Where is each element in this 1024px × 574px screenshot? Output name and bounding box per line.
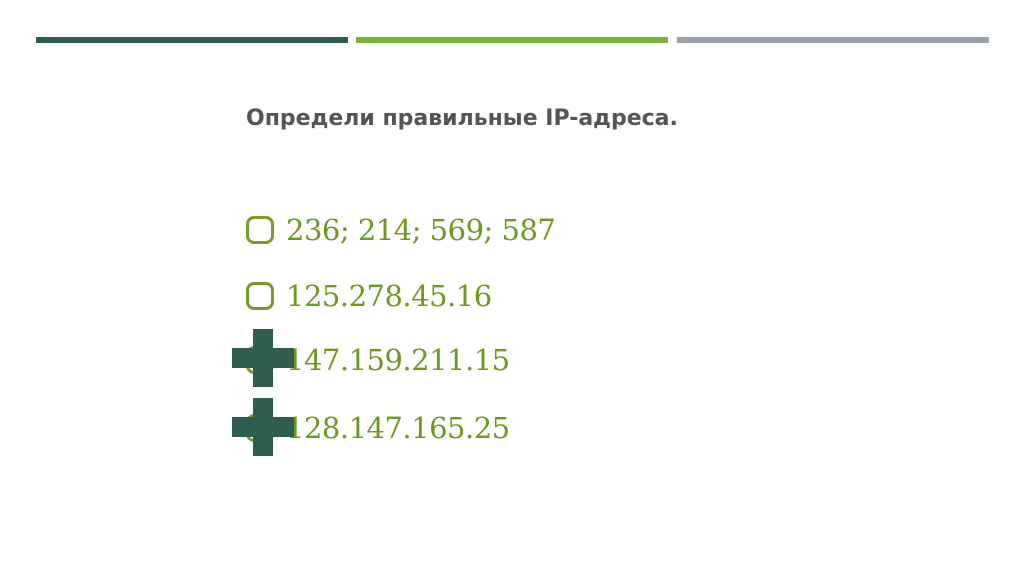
header-bar-gray xyxy=(677,37,989,43)
plus-icon xyxy=(232,398,294,456)
option-label: 128.147.165.25 xyxy=(286,411,510,445)
option-1[interactable]: 236; 214; 569; 587 xyxy=(246,210,556,250)
option-label: 125.278.45.16 xyxy=(286,279,492,313)
option-2[interactable]: 125.278.45.16 xyxy=(246,276,492,316)
plus-icon xyxy=(232,329,294,387)
question-title: Определи правильные IP-адреса. xyxy=(246,106,678,131)
checkbox[interactable] xyxy=(246,216,274,244)
option-label: 236; 214; 569; 587 xyxy=(286,213,556,247)
header-bar-dark xyxy=(36,37,348,43)
header-bar-green xyxy=(356,37,668,43)
checkbox[interactable] xyxy=(246,282,274,310)
option-label: 147.159.211.15 xyxy=(286,343,510,377)
